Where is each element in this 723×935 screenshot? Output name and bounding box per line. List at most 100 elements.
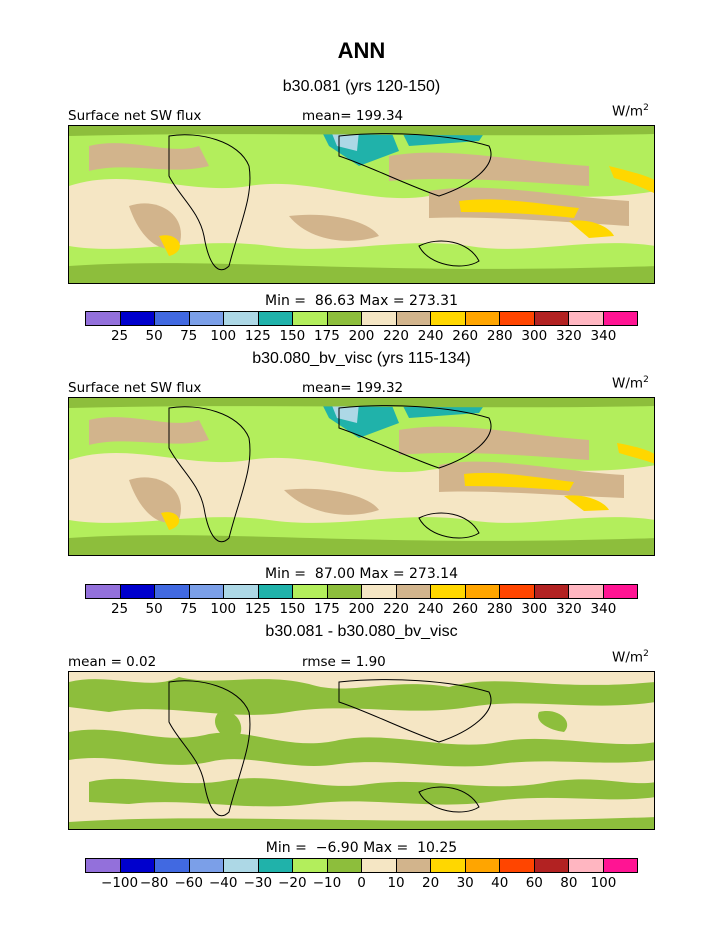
colorbar-swatch bbox=[465, 859, 500, 872]
colorbar-swatch bbox=[362, 312, 397, 325]
colorbar-tick-label: 50 bbox=[145, 601, 163, 617]
colorbar-swatch bbox=[258, 585, 293, 598]
panel-3-mean-label: mean = 0.02 bbox=[68, 654, 157, 670]
colorbar-tick-label: 340 bbox=[590, 328, 617, 344]
panel-3-minmax: Min = −6.90 Max = 10.25 bbox=[265, 840, 458, 856]
colorbar-tick-label: 175 bbox=[314, 328, 340, 344]
colorbar-tick-label: 100 bbox=[210, 601, 237, 617]
colorbar-tick-label: 125 bbox=[244, 328, 271, 344]
panel-1-colorbar bbox=[85, 311, 638, 326]
colorbar-tick-label: 40 bbox=[491, 875, 509, 891]
colorbar-tick-label: 280 bbox=[486, 601, 513, 617]
panel-2-mean-label: mean= 199.32 bbox=[302, 380, 404, 396]
colorbar-swatch bbox=[431, 585, 466, 598]
colorbar-tick-label: 260 bbox=[452, 601, 479, 617]
colorbar-swatch bbox=[569, 312, 604, 325]
colorbar-tick-label: 50 bbox=[145, 328, 163, 344]
colorbar-tick-label: 240 bbox=[417, 601, 444, 617]
panel-1-map bbox=[68, 125, 655, 284]
colorbar-swatch bbox=[120, 312, 155, 325]
colorbar-swatch bbox=[120, 585, 155, 598]
colorbar-swatch bbox=[155, 312, 190, 325]
colorbar-swatch bbox=[362, 585, 397, 598]
panel-1-units: W/m2 bbox=[612, 103, 649, 120]
colorbar-swatch bbox=[224, 585, 259, 598]
colorbar-tick-label: 100 bbox=[590, 875, 617, 891]
panel-1-case-title: b30.081 (yrs 120-150) bbox=[282, 78, 441, 95]
colorbar-swatch bbox=[224, 859, 259, 872]
colorbar-swatch bbox=[189, 859, 224, 872]
colorbar-swatch bbox=[258, 312, 293, 325]
colorbar-swatch bbox=[189, 312, 224, 325]
colorbar-tick-label: 300 bbox=[521, 328, 548, 344]
colorbar-swatch bbox=[396, 312, 431, 325]
colorbar-swatch bbox=[534, 859, 569, 872]
colorbar-swatch bbox=[155, 859, 190, 872]
colorbar-tick-label: 320 bbox=[555, 328, 582, 344]
colorbar-swatch bbox=[569, 859, 604, 872]
colorbar-swatch bbox=[86, 312, 121, 325]
panel-2-contour-map bbox=[69, 398, 654, 555]
colorbar-tick-label: 20 bbox=[422, 875, 440, 891]
colorbar-swatch bbox=[362, 859, 397, 872]
colorbar-swatch bbox=[431, 312, 466, 325]
colorbar-tick-label: −80 bbox=[139, 875, 169, 891]
panel-3-case-title: b30.081 - b30.080_bv_visc bbox=[265, 623, 458, 640]
panel-2-map bbox=[68, 397, 655, 556]
colorbar-swatch bbox=[120, 859, 155, 872]
colorbar-swatch bbox=[293, 585, 328, 598]
colorbar-swatch bbox=[327, 585, 362, 598]
colorbar-tick-label: 100 bbox=[210, 328, 237, 344]
colorbar-swatch bbox=[534, 585, 569, 598]
colorbar-swatch bbox=[224, 312, 259, 325]
colorbar-tick-label: −30 bbox=[243, 875, 273, 891]
colorbar-swatch bbox=[86, 585, 121, 598]
colorbar-tick-label: 150 bbox=[279, 601, 306, 617]
panel-1-mean-label: mean= 199.34 bbox=[302, 108, 404, 124]
colorbar-swatch bbox=[500, 585, 535, 598]
colorbar-tick-label: 60 bbox=[525, 875, 543, 891]
colorbar-tick-label: 75 bbox=[180, 328, 198, 344]
panel-3-colorbar bbox=[85, 858, 638, 873]
colorbar-tick-label: 260 bbox=[452, 328, 479, 344]
panel-2-variable-label: Surface net SW flux bbox=[68, 380, 202, 396]
colorbar-swatch bbox=[465, 585, 500, 598]
panel-2-case-title: b30.080_bv_visc (yrs 115-134) bbox=[252, 350, 471, 367]
colorbar-swatch bbox=[189, 585, 224, 598]
panel-3-contour-map bbox=[69, 672, 654, 829]
panel-3-map bbox=[68, 671, 655, 830]
colorbar-tick-label: 200 bbox=[348, 328, 375, 344]
colorbar-tick-label: 25 bbox=[110, 328, 129, 344]
colorbar-tick-label: 150 bbox=[279, 328, 306, 344]
colorbar-tick-label: 220 bbox=[383, 601, 409, 617]
panel-2-units: W/m2 bbox=[612, 375, 649, 392]
colorbar-tick-label: 30 bbox=[456, 875, 474, 891]
colorbar-tick-label: 10 bbox=[387, 875, 405, 891]
colorbar-swatch bbox=[293, 312, 328, 325]
colorbar-swatch bbox=[431, 859, 466, 872]
colorbar-swatch bbox=[534, 312, 569, 325]
panel-2-minmax: Min = 87.00 Max = 273.14 bbox=[264, 566, 458, 582]
colorbar-tick-label: −60 bbox=[174, 875, 203, 891]
colorbar-swatch bbox=[500, 859, 535, 872]
colorbar-swatch bbox=[603, 859, 637, 872]
panel-3-units: W/m2 bbox=[612, 649, 649, 666]
colorbar-swatch bbox=[396, 859, 431, 872]
colorbar-tick-label: 25 bbox=[110, 601, 129, 617]
colorbar-tick-label: 200 bbox=[348, 601, 375, 617]
panel-1-contour-map bbox=[69, 126, 654, 283]
colorbar-swatch bbox=[569, 585, 604, 598]
colorbar-swatch bbox=[603, 585, 637, 598]
panel-1-variable-label: Surface net SW flux bbox=[68, 108, 202, 124]
colorbar-tick-label: 280 bbox=[486, 328, 513, 344]
panel-3-colorbar-labels: −100 −80 −60 −40 −30 −20 −10 0 10 20 30 40 60 80 100 bbox=[85, 875, 638, 893]
colorbar-tick-label: 80 bbox=[560, 875, 578, 891]
colorbar-tick-label: −10 bbox=[312, 875, 342, 891]
colorbar-tick-label: 125 bbox=[244, 601, 271, 617]
colorbar-tick-label: 300 bbox=[521, 601, 548, 617]
colorbar-swatch bbox=[86, 859, 121, 872]
colorbar-tick-label: −40 bbox=[209, 875, 238, 891]
colorbar-tick-label: 75 bbox=[180, 601, 198, 617]
panel-1-minmax: Min = 86.63 Max = 273.31 bbox=[264, 293, 458, 309]
colorbar-tick-label: 320 bbox=[555, 601, 582, 617]
